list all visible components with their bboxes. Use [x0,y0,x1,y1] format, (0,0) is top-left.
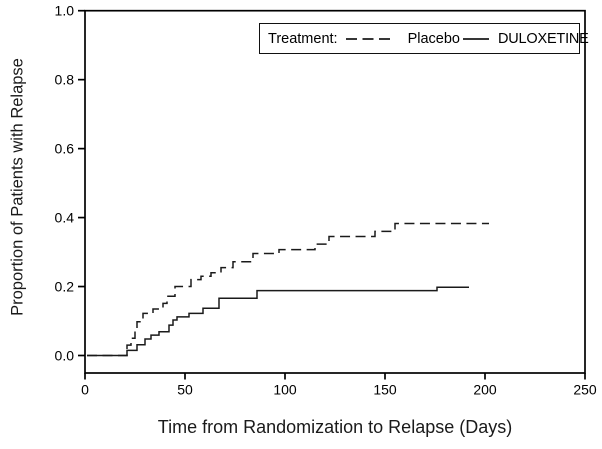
x-axis-title: Time from Randomization to Relapse (Days… [157,417,513,437]
y-tick-label: 0.6 [55,140,75,156]
x-tick-label: 200 [473,382,497,398]
x-tick-label: 0 [81,382,89,398]
plot-frame [84,9,586,374]
legend-box: Treatment: Placebo DULOXETINE [259,23,589,54]
axis-ticks [78,9,586,380]
x-tick-label: 250 [573,382,597,398]
x-tick-label: 150 [373,382,397,398]
plot-border [84,9,586,374]
duloxetine-solid-line-icon [462,37,489,40]
y-tick-label: 1.0 [55,3,75,19]
y-tick-label: 0.2 [55,278,75,294]
km-curve-placebo [87,222,489,357]
legend-title: Treatment: [268,30,338,47]
km-curve-duloxetine [87,286,469,357]
y-axis-title: Proportion of Patients with Relapse [8,58,27,316]
legend-item-placebo: Placebo [407,30,460,47]
legend-item-duloxetine: DULOXETINE [497,30,589,47]
axis-tick-labels: 0 50 100 150 200 250 0.0 0.2 0.4 0.6 0.8 1.0 [55,3,597,398]
y-tick-label: 0.4 [55,209,75,225]
y-tick-label: 0.8 [55,71,75,87]
x-tick-label: 100 [273,382,297,398]
km-curves [87,222,489,357]
placebo-dashed-line-icon [345,37,392,40]
x-tick-label: 50 [177,382,193,398]
y-tick-label: 0.0 [55,347,75,363]
